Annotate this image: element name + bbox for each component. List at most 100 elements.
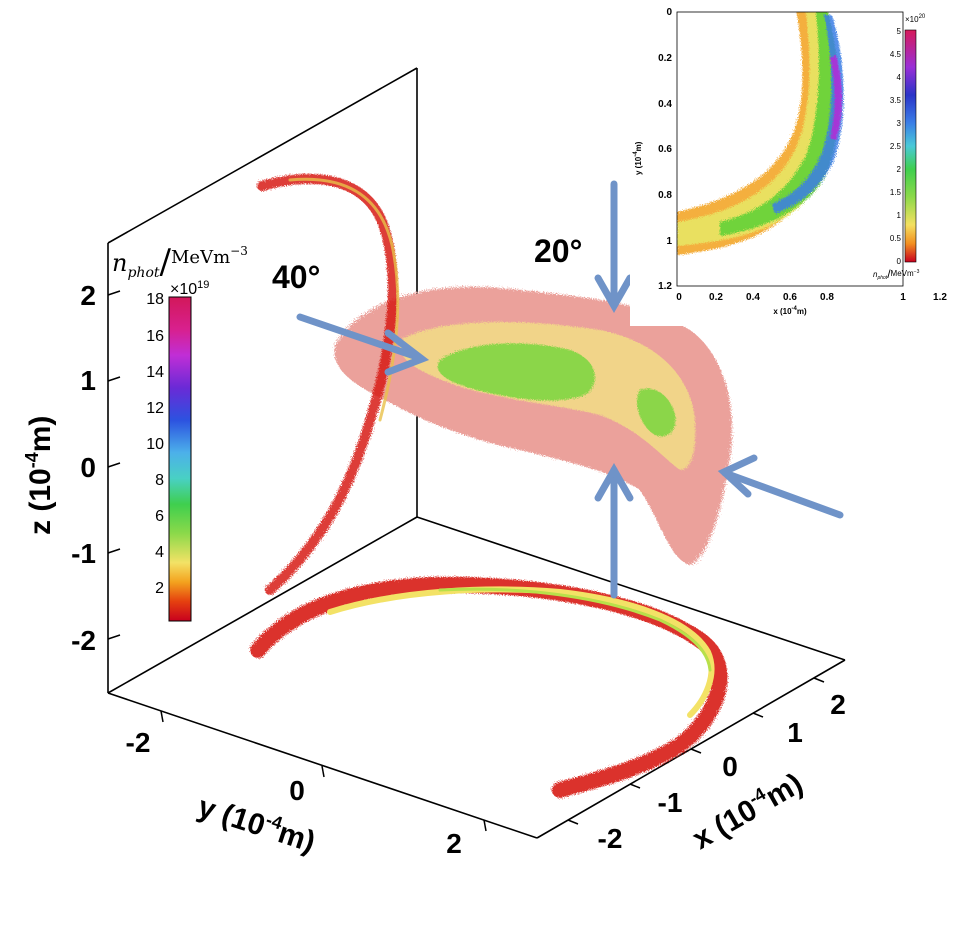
inset-colorbar-label-symbol: n (873, 270, 878, 279)
y-tick-mark (321, 765, 325, 778)
y-tick-mark (160, 710, 164, 723)
x-tick-label: 1 (787, 717, 803, 748)
colorbar-gradient (168, 296, 192, 622)
box-edge (416, 516, 846, 661)
x-tick-mark (629, 783, 641, 789)
inset-colorbar-tick-label: 4 (897, 73, 902, 82)
inset-y-tick-label: 1.2 (658, 281, 672, 292)
inset-colorbar-tick-label: 4.5 (890, 50, 902, 59)
y-tick-label: 2 (446, 828, 462, 859)
x-ticks: -2 -1 0 1 2 (598, 689, 846, 854)
inset-heatmap (677, 12, 844, 255)
inset-axes-box (676, 11, 904, 287)
inset-colorbar-multiplier-exp: 20 (919, 14, 926, 20)
inset-x-label-main: x (10 (773, 307, 792, 316)
inset-y-label-tail: m) (634, 141, 643, 151)
inset-x-label-exp: -4 (792, 306, 798, 312)
y-label-exp: -4 (264, 810, 285, 834)
colorbar-multiplier-base: ×10 (170, 281, 197, 298)
inset-x-tick-label: 0.6 (783, 292, 797, 303)
x-label-tail: m) (760, 767, 808, 814)
arrow-20deg-head (594, 274, 634, 314)
inset-colorbar-gradient (904, 29, 917, 263)
inset-colorbar-label-unit: MeVm (891, 269, 914, 278)
inset-colorbar-tick-label: 0.5 (890, 234, 902, 243)
inset-colorbar-label-sub: phot (876, 275, 887, 281)
yz-arc-core (288, 177, 400, 422)
colorbar-label-unit: MeVm (171, 247, 230, 268)
z-tick-mark (107, 462, 121, 468)
inset-colorbar-tick-label: 0 (897, 257, 902, 266)
arrow-bottom-head (594, 462, 634, 502)
inset-y-tick-label: 0.6 (658, 144, 672, 155)
annotation-40deg: 40° (272, 259, 320, 295)
z-ticks: 2 1 0 -1 -2 (71, 280, 96, 656)
y-tick-label: -2 (126, 727, 151, 758)
z-tick-label: 1 (80, 365, 96, 396)
box-edge (107, 692, 538, 839)
inset-colorbar-multiplier-base: ×10 (905, 15, 919, 24)
annotation-20deg: 20° (534, 233, 582, 269)
inset-colorbar-label-unit-exp: −3 (914, 269, 920, 275)
box-edge (107, 67, 418, 244)
arrows (296, 180, 844, 599)
z-tick-mark (107, 634, 121, 640)
inset-colorbar-tick-label: 5 (897, 27, 902, 36)
inset-y-tick-label: 0.2 (658, 53, 672, 64)
inset-band-blue (772, 15, 844, 214)
arrow-right-head (717, 454, 758, 498)
x-tick-mark (690, 748, 702, 754)
inset-x-tick-label: 0.4 (746, 292, 760, 303)
inset-y-tick-label: 0.8 (658, 190, 672, 201)
z-tick-label: 0 (80, 452, 96, 483)
colorbar-tick-label: 10 (146, 436, 164, 453)
arrow-40deg-head (384, 329, 430, 376)
inset-band-peak (830, 55, 842, 140)
inset-y-axis-label: y (10-4m) (633, 141, 643, 175)
inset-x-ticks: 0 0.2 0.4 0.6 0.8 1 1.2 (676, 292, 947, 303)
inset-plot: 0 0.2 0.4 0.6 0.8 1 1.2 0 0.2 0.4 0.6 0.… (630, 0, 972, 326)
colorbar-label: nphot/MeVm−3 (112, 242, 248, 282)
z-axis-label: z (10-4m) (22, 416, 57, 535)
colorbar-label-sub: phot (127, 265, 159, 281)
inset-colorbar-tick-label: 3 (897, 119, 902, 128)
inset-y-label-main: y (10 (634, 156, 643, 175)
colorbar-tick-label: 8 (155, 472, 164, 489)
cloud-core (437, 343, 595, 401)
x-tick-label: -2 (598, 823, 623, 854)
colorbar-tick-label: 6 (155, 508, 164, 525)
arrow-right (721, 469, 844, 519)
x-tick-mark (813, 677, 825, 683)
y-label-main: y (10 (194, 790, 269, 843)
colorbar-multiplier-exp: 19 (197, 279, 209, 291)
colorbar-tick-label: 12 (146, 400, 164, 417)
colorbar-label-symbol: n (112, 249, 127, 277)
inset-colorbar-ticks: 5 4.5 4 3.5 3 2.5 2 1.5 1 0.5 0 (890, 27, 902, 266)
z-tick-label: 2 (80, 280, 96, 311)
colorbar-tick-label: 2 (155, 580, 164, 597)
inset-colorbar-tick-label: 3.5 (890, 96, 902, 105)
x-axis-label: x (10-4m) (686, 765, 808, 856)
inset-x-tick-label: 0.2 (709, 292, 723, 303)
y-tick-mark (483, 819, 487, 832)
z-tick-label: -2 (71, 625, 96, 656)
colorbar-tick-label: 14 (146, 364, 164, 381)
z-tick-mark (107, 376, 121, 382)
z-label-main: z (10 (24, 468, 57, 535)
z-tick-mark (107, 548, 121, 554)
inset-y-ticks: 0 0.2 0.4 0.6 0.8 1 1.2 (658, 7, 672, 292)
cloud-core-right (637, 388, 676, 437)
inset-y-tick-label: 1 (666, 236, 672, 247)
photon-cloud (334, 286, 733, 565)
inset-y-tick-label: 0 (666, 7, 672, 18)
x-tick-label: 2 (830, 689, 846, 720)
xy-projection (250, 576, 728, 798)
inset-colorbar-tick-label: 1.5 (890, 188, 902, 197)
inset-colorbar-tick-label: 1 (897, 211, 902, 220)
inset-x-label-tail: m) (797, 307, 807, 316)
x-tick-marks (567, 677, 825, 825)
colorbar-tick-label: 18 (146, 291, 164, 308)
x-tick-label: 0 (722, 751, 738, 782)
z-label-tail: m) (24, 416, 57, 453)
